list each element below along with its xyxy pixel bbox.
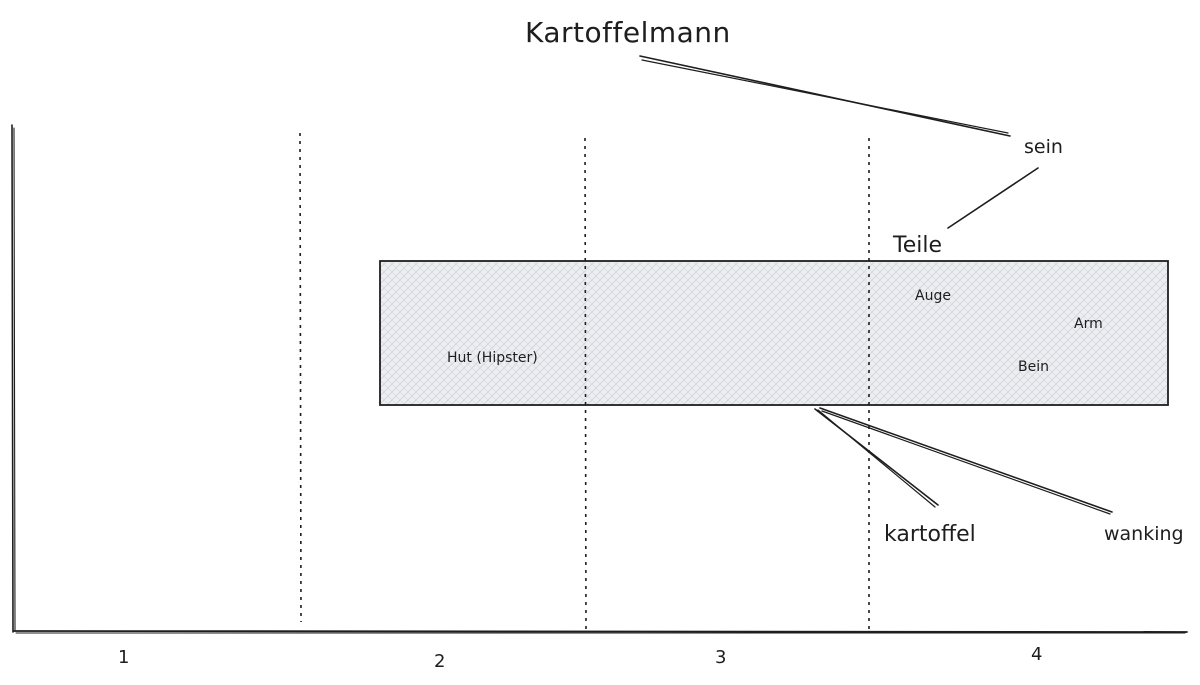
teile-label: Teile bbox=[892, 233, 942, 258]
title-to-sein-connector bbox=[639, 55, 1011, 137]
wanking-label: wanking bbox=[1104, 523, 1184, 545]
parts-box bbox=[379, 260, 1169, 406]
y-axis bbox=[11, 124, 16, 633]
box-item-auge: Auge bbox=[915, 288, 951, 304]
sein-label: sein bbox=[1024, 136, 1063, 158]
axis-tick-1: 1 bbox=[118, 647, 129, 668]
sein-to-teile-connector bbox=[947, 167, 1039, 229]
box-item-arm: Arm bbox=[1074, 316, 1103, 332]
axis-tick-4: 4 bbox=[1031, 644, 1042, 665]
divider-line-1 bbox=[299, 132, 302, 623]
kartoffel-label: kartoffel bbox=[884, 522, 976, 547]
axis-tick-2: 2 bbox=[434, 651, 445, 672]
divider-line-2 bbox=[584, 137, 587, 631]
box-item-bein: Bein bbox=[1018, 359, 1049, 375]
box-item-hut: Hut (Hipster) bbox=[447, 350, 538, 366]
x-axis bbox=[13, 630, 1188, 634]
box-to-bottom-connectors bbox=[814, 407, 1113, 515]
axis-tick-3: 3 bbox=[715, 647, 726, 668]
title-text: Kartoffelmann bbox=[525, 16, 731, 49]
